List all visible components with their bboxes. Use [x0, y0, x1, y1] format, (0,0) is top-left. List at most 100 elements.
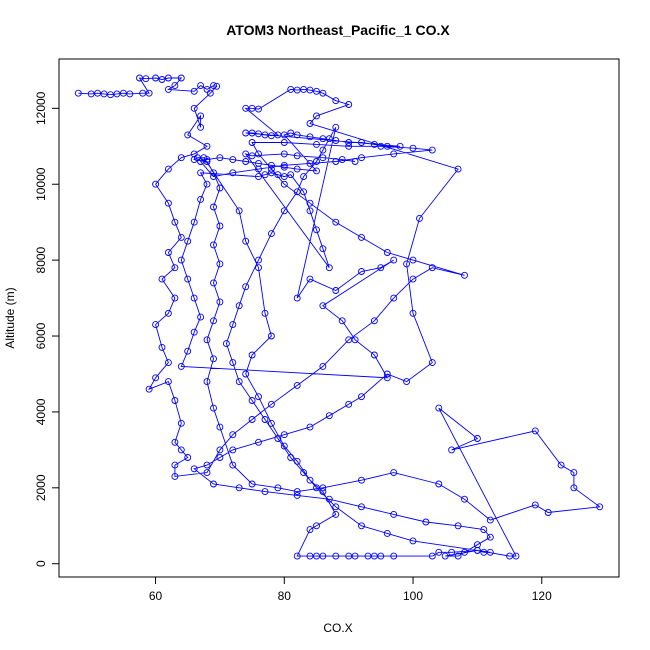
data-point [255, 150, 262, 158]
data-point [184, 454, 192, 461]
data-point [255, 393, 262, 401]
data-point [210, 169, 217, 177]
data-point [454, 552, 462, 560]
data-point [396, 142, 404, 150]
data-point [544, 509, 552, 516]
data-point [370, 140, 378, 148]
data-point [164, 74, 172, 82]
data-point [216, 298, 224, 306]
data-point [351, 158, 359, 165]
data-point [319, 154, 327, 162]
data-point [177, 74, 185, 82]
data-point [255, 130, 262, 138]
data-point [164, 309, 172, 317]
data-point [200, 154, 208, 162]
data-point [203, 180, 211, 188]
data-point [409, 144, 417, 152]
data-point [313, 484, 320, 492]
data-point [242, 129, 250, 137]
data-point [190, 218, 198, 226]
data-point [306, 86, 314, 94]
data-point [377, 142, 385, 150]
data-point [319, 302, 327, 310]
data-point [325, 135, 333, 143]
data-point [216, 154, 224, 162]
data-point [171, 264, 179, 272]
data-point [145, 385, 153, 393]
co-series [74, 74, 604, 560]
data-point [261, 488, 269, 496]
x-tick-label: 100 [403, 589, 423, 603]
data-point [306, 275, 314, 283]
data-point [248, 129, 256, 137]
data-point [171, 472, 179, 480]
data-point [480, 526, 488, 534]
data-point [280, 442, 288, 450]
data-point [512, 552, 520, 560]
data-point [158, 76, 166, 83]
data-point [248, 397, 256, 404]
x-axis: 60 80 100 120 [149, 576, 552, 603]
data-point [358, 233, 365, 241]
data-point [345, 336, 353, 344]
data-point [216, 423, 224, 431]
data-point [267, 419, 275, 427]
data-point [255, 438, 262, 446]
data-point [177, 419, 185, 427]
data-point [164, 85, 172, 93]
data-point [193, 154, 201, 162]
data-point [152, 180, 160, 188]
data-point [235, 207, 243, 215]
data-point [383, 142, 391, 150]
data-point [435, 404, 443, 412]
data-point [216, 446, 224, 454]
data-point [158, 343, 166, 351]
data-point [210, 317, 217, 325]
data-point [332, 503, 340, 511]
data-point [409, 537, 417, 545]
data-point [358, 268, 365, 275]
data-point [136, 74, 143, 82]
data-point [145, 89, 153, 97]
data-point [210, 480, 217, 488]
data-point [255, 264, 262, 272]
data-point [293, 552, 301, 560]
data-point [313, 167, 320, 175]
data-point [177, 256, 185, 264]
data-point [351, 336, 359, 344]
data-point [370, 351, 378, 359]
data-point [197, 123, 205, 131]
data-point [171, 294, 179, 302]
data-point [229, 461, 237, 469]
data-point [409, 256, 417, 264]
data-point [119, 89, 127, 97]
data-point [358, 393, 365, 401]
data-point [171, 397, 179, 404]
data-point [177, 362, 185, 370]
data-point [203, 378, 211, 386]
data-point [171, 82, 179, 90]
data-point [332, 137, 340, 145]
data-point [210, 355, 217, 363]
series-line [78, 77, 601, 557]
data-point [319, 89, 327, 97]
data-point [184, 237, 192, 245]
data-point [280, 173, 288, 181]
data-point [158, 275, 166, 283]
data-point [557, 461, 565, 469]
y-axis: 0 2000 4000 6000 8000 10000 12000 [34, 91, 60, 567]
data-point [190, 465, 198, 473]
data-point [319, 362, 327, 370]
data-point [242, 283, 250, 291]
data-point [113, 90, 121, 98]
data-point [274, 435, 282, 442]
data-point [486, 516, 494, 524]
data-point [190, 87, 198, 95]
data-point [280, 163, 288, 171]
data-point [164, 165, 172, 173]
data-point [164, 199, 172, 207]
data-point [325, 264, 333, 272]
data-point [280, 150, 288, 158]
data-point [351, 552, 359, 560]
y-tick-label: 0 [34, 560, 48, 567]
